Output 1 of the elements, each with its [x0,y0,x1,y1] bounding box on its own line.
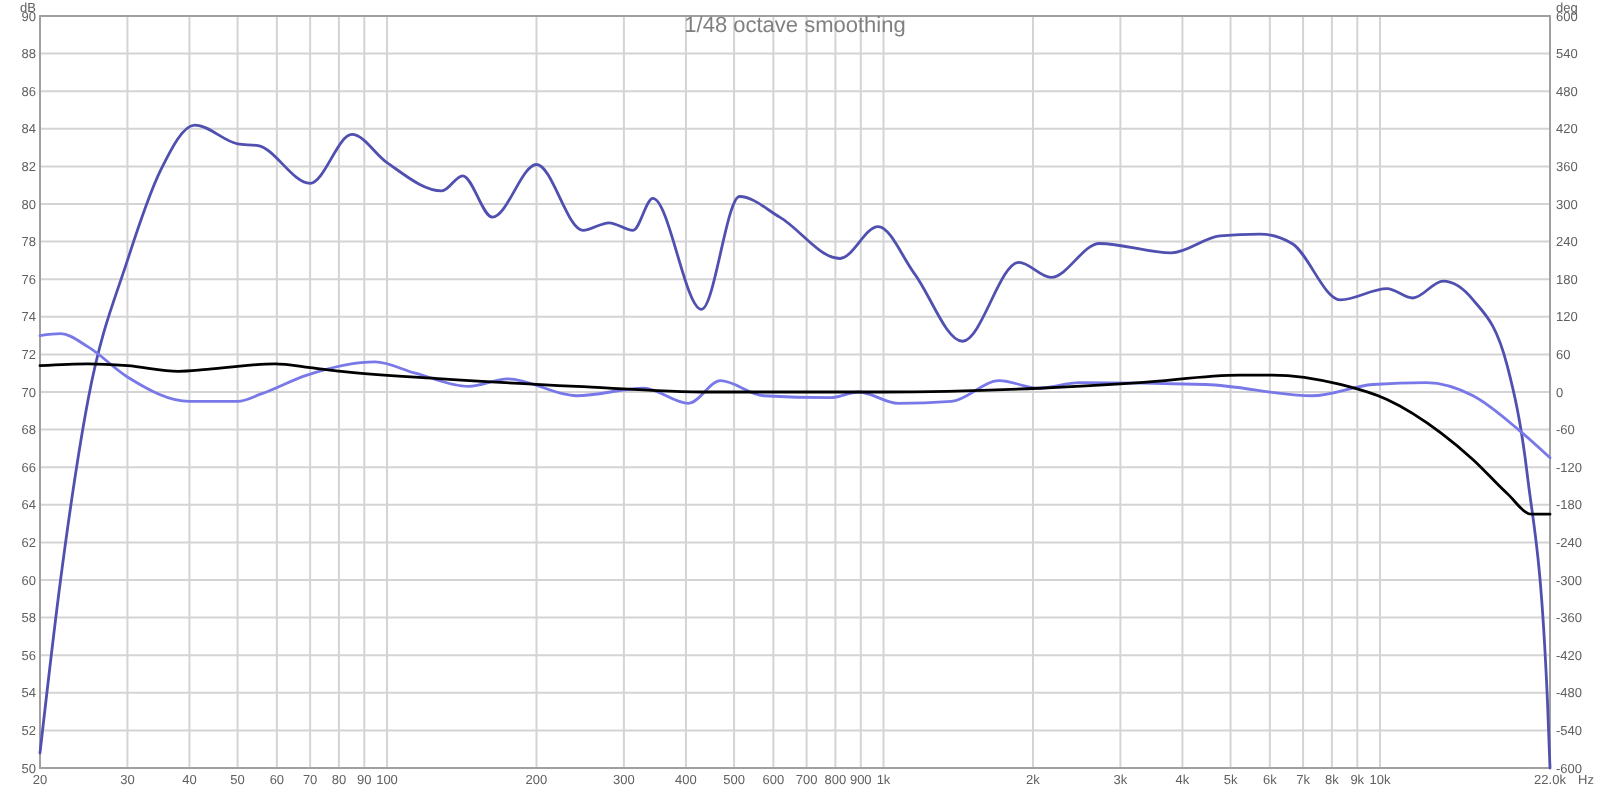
chart-title: 1/48 octave smoothing [684,14,906,38]
